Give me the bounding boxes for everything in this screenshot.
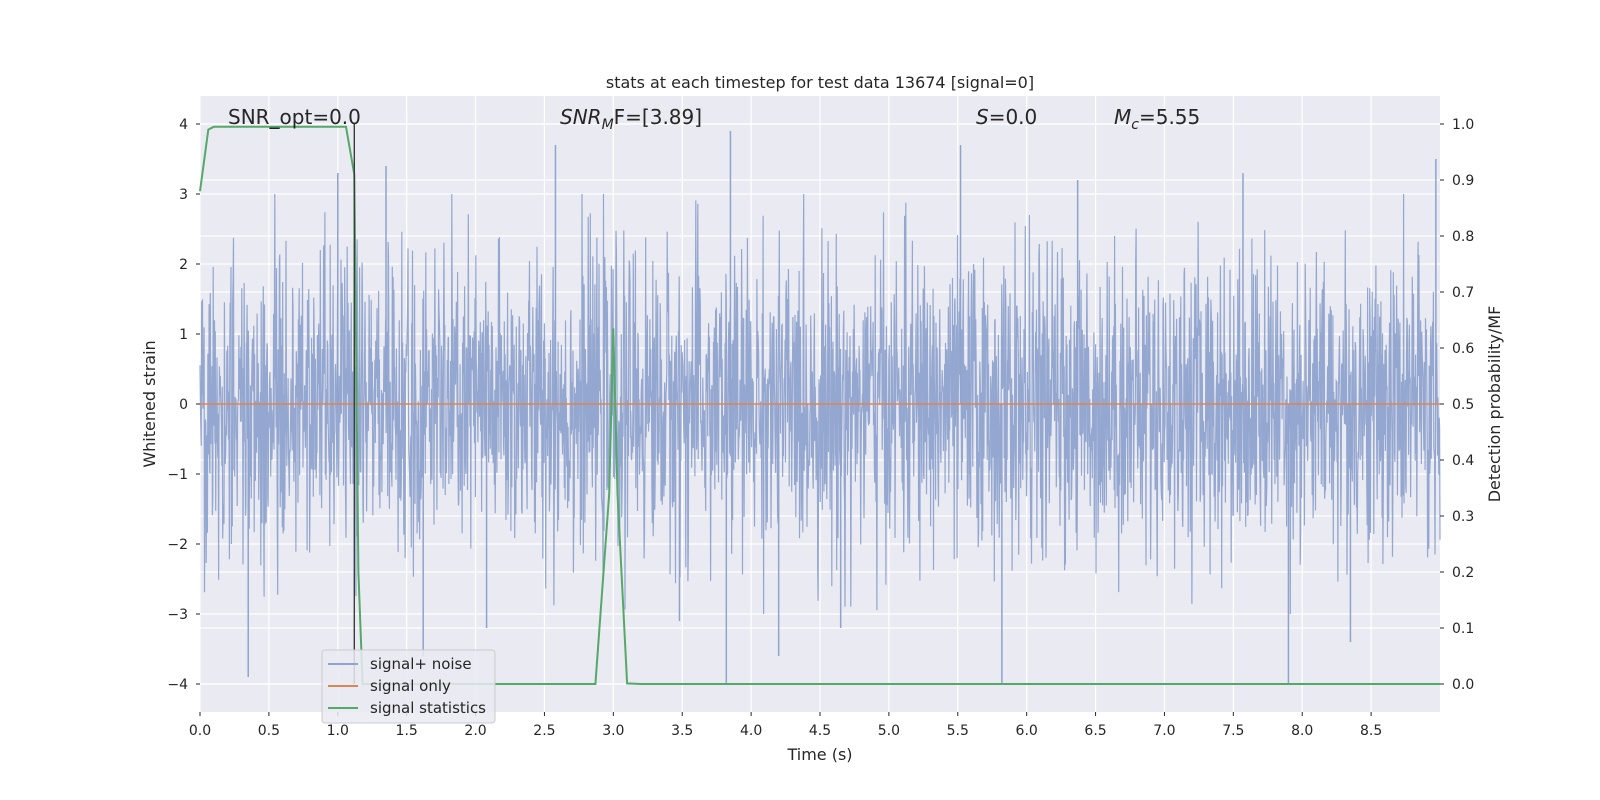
y-left-tick-label: −4 (167, 677, 188, 693)
y-right-tick-label: 0.0 (1452, 677, 1474, 693)
series-signal-noise (199, 131, 1441, 684)
annotation-mc-symbol: M (1114, 105, 1131, 129)
y-right-tick-label: 0.9 (1452, 173, 1474, 189)
x-tick-label: 8.0 (1291, 723, 1313, 739)
y-right-tick-label: 0.5 (1452, 397, 1474, 413)
x-tick-label: 2.0 (464, 723, 486, 739)
annotation-snr-mf-subscript: M (602, 117, 614, 133)
annotation-snr-mf: SNRMF=[3.89] (560, 105, 702, 133)
noise-trace (199, 193, 1441, 615)
y-left-tick-label: 2 (179, 257, 188, 273)
legend-label-signal-only: signal only (370, 677, 451, 695)
x-tick-label: 4.0 (740, 723, 762, 739)
x-tick-label: 6.0 (1016, 723, 1038, 739)
x-axis-label: Time (s) (786, 745, 852, 764)
x-tick-label: 2.5 (533, 723, 555, 739)
chart-title: stats at each timestep for test data 136… (606, 73, 1034, 92)
y-right-tick-label: 0.8 (1452, 229, 1474, 245)
x-tick-label: 6.5 (1084, 723, 1106, 739)
annotation-mc-subscript: c (1131, 117, 1139, 133)
annotation-s: S=0.0 (976, 105, 1037, 129)
y-left-axis-label: Whitened strain (140, 340, 159, 467)
legend-label-signal-noise: signal+ noise (370, 655, 472, 673)
y-right-tick-label: 0.2 (1452, 565, 1474, 581)
y-right-tick-label: 0.6 (1452, 341, 1474, 357)
x-tick-label: 0.5 (258, 723, 280, 739)
y-left-tick-label: −2 (167, 537, 188, 553)
y-left-tick-label: −1 (167, 467, 188, 483)
y-right-tick-labels: 0.0 0.1 0.2 0.3 0.4 0.5 0.6 0.7 0.8 0.9 1.0 (1440, 117, 1474, 693)
y-right-tick-label: 0.7 (1452, 285, 1474, 301)
y-left-tick-label: 1 (179, 327, 188, 343)
x-tick-label: 3.5 (671, 723, 693, 739)
y-left-tick-label: −3 (167, 607, 188, 623)
y-left-tick-labels: −4 −3 −2 −1 0 1 2 3 4 (167, 117, 200, 693)
legend: signal+ noise signal only signal statist… (321, 649, 496, 724)
legend-box (321, 649, 496, 724)
x-tick-labels: 0.0 0.5 1.0 1.5 2.0 2.5 3.0 3.5 4.0 4.5 5.0 5.5 6.0 6… (189, 712, 1382, 739)
x-tick-label: 5.5 (947, 723, 969, 739)
annotation-mc: Mc=5.55 (1114, 105, 1200, 133)
x-tick-label: 0.0 (189, 723, 211, 739)
x-tick-label: 7.0 (1153, 723, 1175, 739)
x-tick-label: 1.5 (396, 723, 418, 739)
y-right-tick-label: 1.0 (1452, 117, 1474, 133)
y-left-tick-label: 4 (179, 117, 188, 133)
annotation-mc-value: =5.55 (1139, 105, 1200, 129)
x-tick-label: 7.5 (1222, 723, 1244, 739)
x-tick-label: 1.0 (327, 723, 349, 739)
y-right-tick-label: 0.1 (1452, 621, 1474, 637)
legend-label-signal-statistics: signal statistics (370, 699, 486, 717)
annotation-snr-mf-symbol: SNR (560, 105, 602, 129)
y-right-axis-label: Detection probability/MF (1485, 306, 1504, 503)
annotation-snr-mf-value: F=[3.89] (614, 105, 702, 129)
y-right-tick-label: 0.3 (1452, 509, 1474, 525)
x-tick-label: 4.5 (809, 723, 831, 739)
x-tick-label: 3.0 (602, 723, 624, 739)
y-left-tick-label: 3 (179, 187, 188, 203)
x-tick-label: 8.5 (1360, 723, 1382, 739)
x-tick-label: 5.0 (878, 723, 900, 739)
annotation-s-symbol: S (976, 105, 989, 129)
y-left-tick-label: 0 (179, 397, 188, 413)
annotation-s-value: =0.0 (989, 105, 1038, 129)
annotation-snr-opt: SNR_opt=0.0 (228, 105, 361, 129)
y-right-tick-label: 0.4 (1452, 453, 1474, 469)
